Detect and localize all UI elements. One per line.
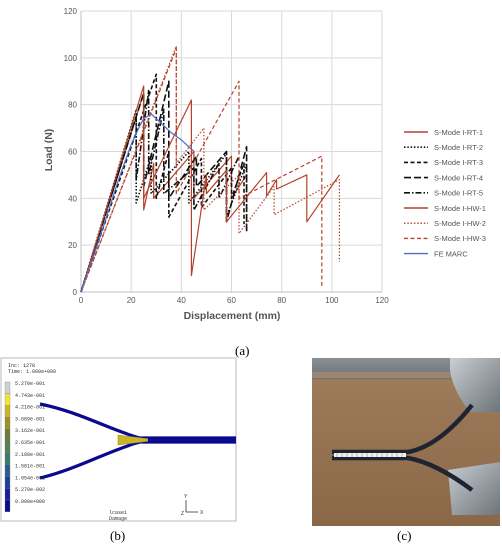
series-line-6: [80, 85, 340, 293]
series-line-7: [80, 45, 340, 293]
fe-legend-value: 5.270e-001: [15, 381, 45, 387]
fe-legend-value: 5.270e-002: [15, 487, 45, 493]
fe-legend-value: 2.108e-001: [15, 452, 45, 458]
series-line-2: [80, 108, 248, 293]
caption-b: (b): [110, 528, 126, 543]
y-tick-label: 40: [68, 194, 77, 203]
fe-legend-swatch: [4, 440, 11, 453]
fe-legend-value: 4.216e-001: [15, 405, 45, 411]
fe-case-label: lcase1: [109, 510, 127, 516]
x-tick-label: 20: [127, 296, 136, 305]
x-tick-label: 100: [325, 296, 339, 305]
legend-label-2: S-Mode I-RT-2: [434, 143, 483, 152]
legend-label-4: S-Mode I-RT-4: [434, 173, 483, 182]
y-tick-label: 80: [68, 101, 77, 110]
y-tick-label: 20: [68, 241, 77, 250]
series-line-5: [80, 89, 240, 293]
photo-lower-grip: [448, 462, 500, 515]
y-axis-label: Load (N): [43, 129, 55, 172]
chart-series: [80, 45, 340, 293]
fe-legend-swatch: [4, 499, 11, 512]
fe-legend-value: 1.054e-001: [15, 475, 45, 481]
load-displacement-chart: 0 20 40 60 80 100 120 0 20 40 60 80 100 120 Displacem…: [43, 7, 486, 322]
y-tick-label: 60: [68, 148, 77, 157]
fe-legend-swatch: [4, 429, 11, 442]
photo-scale-marks: [336, 453, 403, 457]
caption-c: (c): [397, 528, 412, 543]
y-tick-label: 120: [64, 7, 78, 16]
triad-x-label: X: [200, 510, 204, 516]
triad-z-label: Z: [181, 511, 184, 517]
x-axis-label: Displacement (mm): [184, 310, 281, 322]
fe-bonded-region: [148, 437, 236, 443]
x-tick-label: 120: [375, 296, 389, 305]
legend-label-6: S-Mode I-HW-1: [434, 204, 486, 213]
photo-upper-grip: [450, 358, 500, 412]
fe-legend-swatch: [4, 476, 11, 489]
x-tick-label: 0: [79, 296, 84, 305]
fe-damage-label: Damage: [109, 516, 127, 522]
legend-label-3: S-Mode I-RT-3: [434, 158, 483, 167]
test-specimen-photo: [312, 358, 500, 526]
fe-legend-value: 1.581e-001: [15, 464, 45, 470]
fe-legend-swatch: [4, 417, 11, 430]
fe-color-legend: 5.270e-001 4.743e-001 4.216e-001 3.689e-001…: [4, 381, 45, 512]
fe-legend-swatch: [4, 381, 11, 394]
fe-legend-swatch: [4, 393, 11, 406]
fe-legend-swatch: [4, 488, 11, 501]
fe-time-label: Time: 1.000e+000: [8, 369, 56, 375]
series-line-8: [80, 47, 323, 293]
legend-label-8: S-Mode I-HW-3: [434, 234, 486, 243]
fe-legend-value: 0.000e+000: [15, 499, 45, 505]
fe-legend-swatch: [4, 464, 11, 477]
legend-label-5: S-Mode I-RT-5: [434, 189, 483, 198]
legend-label-1: S-Mode I-RT-1: [434, 128, 483, 137]
fe-legend-value: 4.743e-001: [15, 393, 45, 399]
fe-increment-label: Inc: 1278: [8, 363, 35, 369]
fe-legend-swatch: [4, 452, 11, 465]
photo-specimen-upper-arm: [332, 403, 474, 455]
axis-ticks: 0 20 40 60 80 100 120 0 20 40 60 80 100 120: [64, 7, 390, 305]
y-tick-label: 100: [64, 54, 78, 63]
triad-y-label: Y: [184, 494, 188, 500]
x-tick-label: 80: [277, 296, 286, 305]
x-tick-label: 60: [227, 296, 236, 305]
fe-axis-triad: Y Z X: [181, 494, 204, 517]
fe-legend-value: 3.162e-001: [15, 428, 45, 434]
photo-specimen-lower-arm: [332, 455, 474, 492]
fe-legend-value: 3.689e-001: [15, 416, 45, 422]
photo-cardboard-edge: [312, 372, 500, 378]
series-line-9: [80, 113, 195, 293]
legend-label-7: S-Mode I-HW-2: [434, 219, 486, 228]
fe-legend-swatch: [4, 405, 11, 418]
fe-damage-plot: Inc: 1278 Time: 1.000e+000 5.270e-001 4.7…: [0, 357, 237, 522]
x-tick-label: 40: [177, 296, 186, 305]
photo-specimen-white-strip: [334, 453, 406, 457]
chart-grid: [80, 10, 383, 293]
caption-a: (a): [235, 343, 250, 358]
fe-legend-value: 2.635e-001: [15, 440, 45, 446]
y-tick-label: 0: [73, 288, 78, 297]
chart-legend: S-Mode I-RT-1 S-Mode I-RT-2 S-Mode I-RT-3 S…: [404, 128, 486, 258]
legend-label-9: FE MARC: [434, 249, 468, 258]
